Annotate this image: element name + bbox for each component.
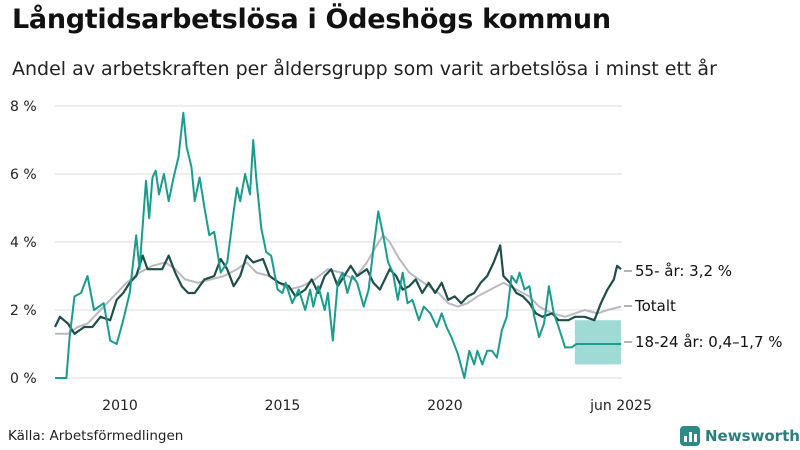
x-tick-label: 2010 <box>102 398 138 414</box>
chart-title: Långtidsarbetslösa i Ödeshögs kommun <box>12 4 611 35</box>
brand-name: Newsworthy <box>705 427 800 445</box>
series-line-age55 <box>54 244 622 335</box>
series-line-age18_24 <box>55 111 621 379</box>
source-note: Källa: Arbetsförmedlingen <box>8 428 184 444</box>
y-tick-label: 4 % <box>10 235 37 251</box>
uncertainty-band <box>574 320 622 365</box>
bar-chart-icon <box>680 426 700 446</box>
grid-lines <box>55 105 622 379</box>
y-tick-label: 0 % <box>10 371 37 387</box>
series-end-labels: Totalt 55- år: 3,2 % 18-24 år: 0,4–1,7 % <box>624 262 783 351</box>
chart-subtitle: Andel av arbetskraften per åldersgrupp s… <box>12 58 717 80</box>
series-label-age55: 55- år: 3,2 % <box>635 262 732 280</box>
y-tick-label: 6 % <box>10 167 37 183</box>
series-label-age18_24: 18-24 år: 0,4–1,7 % <box>635 333 783 351</box>
uncertainty-band-group <box>574 320 622 365</box>
y-tick-labels: 0 % 2 % 4 % 6 % 8 % <box>10 99 37 387</box>
series-lines <box>54 111 622 379</box>
y-tick-label: 2 % <box>10 303 37 319</box>
x-tick-label: 2015 <box>265 398 301 414</box>
brand-logo: Newsworthy <box>680 426 800 446</box>
y-tick-label: 8 % <box>10 99 37 115</box>
series-label-total: Totalt <box>634 297 676 315</box>
x-tick-label: 2020 <box>427 398 463 414</box>
x-tick-labels: 2010 2015 2020 jun 2025 <box>102 398 652 414</box>
x-tick-label: jun 2025 <box>589 398 652 414</box>
